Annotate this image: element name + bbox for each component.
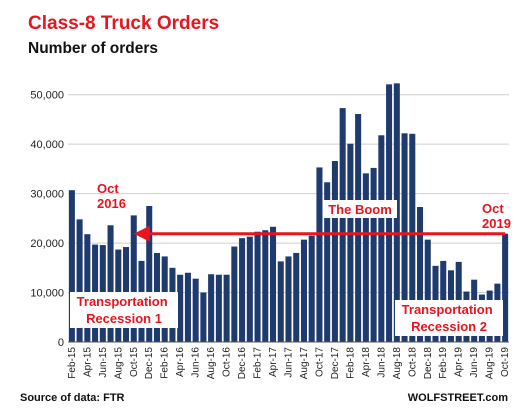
bar [239,238,246,342]
bar [215,274,222,342]
x-tick-label: Aug-16 [206,347,217,380]
x-tick-label: Oct-19 [500,347,511,377]
bar [107,225,114,342]
reference-arrowhead [133,225,150,242]
annotation-recession-1: Transportation Recession 1 [77,294,172,326]
bar [370,167,377,342]
x-tick-label: Dec-15 [144,347,155,380]
bar [177,274,184,342]
bar [331,160,338,342]
bar [200,292,207,342]
the-boom-label-bg [323,200,397,218]
bar [502,233,509,342]
recession-2-label-bg [395,300,503,336]
bar [184,272,191,342]
bar [277,261,284,342]
annotation-recession-1-line2: Recession 1 [86,311,162,326]
x-tick-label: Aug-18 [392,347,403,380]
annotation-recession-2-line2: Recession 2 [411,319,487,334]
annotation-oct-2016-line2: 2016 [97,196,126,211]
bar [347,143,354,342]
x-tick-label: Jun-17 [284,347,295,378]
chart-subtitle: Number of orders [28,40,158,57]
x-tick-label: Jun-18 [376,347,387,378]
x-tick-label: Aug-19 [485,347,496,380]
chart-title: Class-8 Truck Orders [28,13,219,34]
x-tick-label: Apr-17 [268,347,279,377]
y-tick-label: 20,000 [30,238,64,250]
bar [300,239,307,342]
y-tick-label: 10,000 [30,288,64,300]
bar [316,167,323,342]
x-tick-label: Apr-18 [361,347,372,377]
x-tick-label: Oct-15 [129,347,140,377]
x-tick-label: Dec-17 [330,347,341,380]
x-tick-label: Aug-15 [113,347,124,380]
bar [192,278,199,342]
annotation-recession-1-line1: Transportation [77,294,168,309]
bar [308,235,315,342]
annotation-oct-2019: Oct 2019 [482,201,511,231]
bar [270,226,277,342]
y-tick-label: 40,000 [30,139,64,151]
x-tick-label: Apr-19 [454,347,465,377]
reference-arrow [133,225,506,242]
x-tick-label: Feb-19 [438,347,449,379]
x-tick-label: Dec-18 [423,347,434,380]
bar [417,206,424,342]
bar [76,219,83,342]
x-tick-label: Aug-17 [299,347,310,380]
x-tick-label: Jun-15 [98,347,109,378]
bar [401,133,408,342]
x-tick-label: Feb-16 [160,347,171,379]
annotation-recession-2: Transportation Recession 2 [402,302,497,334]
x-tick-label: Apr-15 [82,347,93,377]
x-tick-label: Apr-16 [175,347,186,377]
bar [146,206,153,342]
bar [246,236,253,342]
bar [208,274,215,342]
x-tick-label: Feb-17 [253,347,264,379]
bar [424,239,431,342]
bar [254,231,261,342]
x-tick-label: Oct-17 [314,347,325,377]
bar [293,252,300,342]
bar [378,135,385,342]
source-note: Source of data: FTR [20,392,125,404]
y-tick-label: 0 [58,337,64,349]
bar [355,114,362,342]
x-axis: Feb-15 Apr-15 Jun-15 Aug-15 Oct-15 Dec-15 Feb-… [67,347,511,380]
x-tick-label: Feb-18 [345,347,356,379]
annotation-oct-2019-line2: 2019 [482,216,511,231]
annotation-oct-2019-line1: Oct [482,201,504,216]
y-tick-label: 50,000 [30,90,64,102]
bar [223,274,230,342]
bar [262,230,269,342]
bar [84,234,91,342]
y-axis: 0 10,000 20,000 30,000 40,000 50,000 [30,90,64,349]
bar [339,108,346,342]
bar [362,173,369,342]
annotation-oct-2016-line1: Oct [97,181,119,196]
y-tick-label: 30,000 [30,189,64,201]
bar [409,133,416,342]
annotation-oct-2016: Oct 2016 [97,181,126,211]
annotation-the-boom: The Boom [328,202,392,217]
x-tick-label: Oct-16 [222,347,233,377]
watermark: WOLFSTREET.com [408,392,508,404]
x-tick-label: Feb-15 [67,347,78,379]
x-tick-label: Jun-16 [191,347,202,378]
bar [285,256,292,342]
bar [231,246,238,342]
x-tick-label: Dec-16 [237,347,248,380]
bar [130,215,137,342]
bar [68,190,75,342]
bar [324,182,331,342]
annotation-recession-2-line1: Transportation [402,302,493,317]
x-tick-label: Oct-18 [407,347,418,377]
recession-1-label-bg [70,292,178,328]
x-tick-label: Jun-19 [469,347,480,378]
